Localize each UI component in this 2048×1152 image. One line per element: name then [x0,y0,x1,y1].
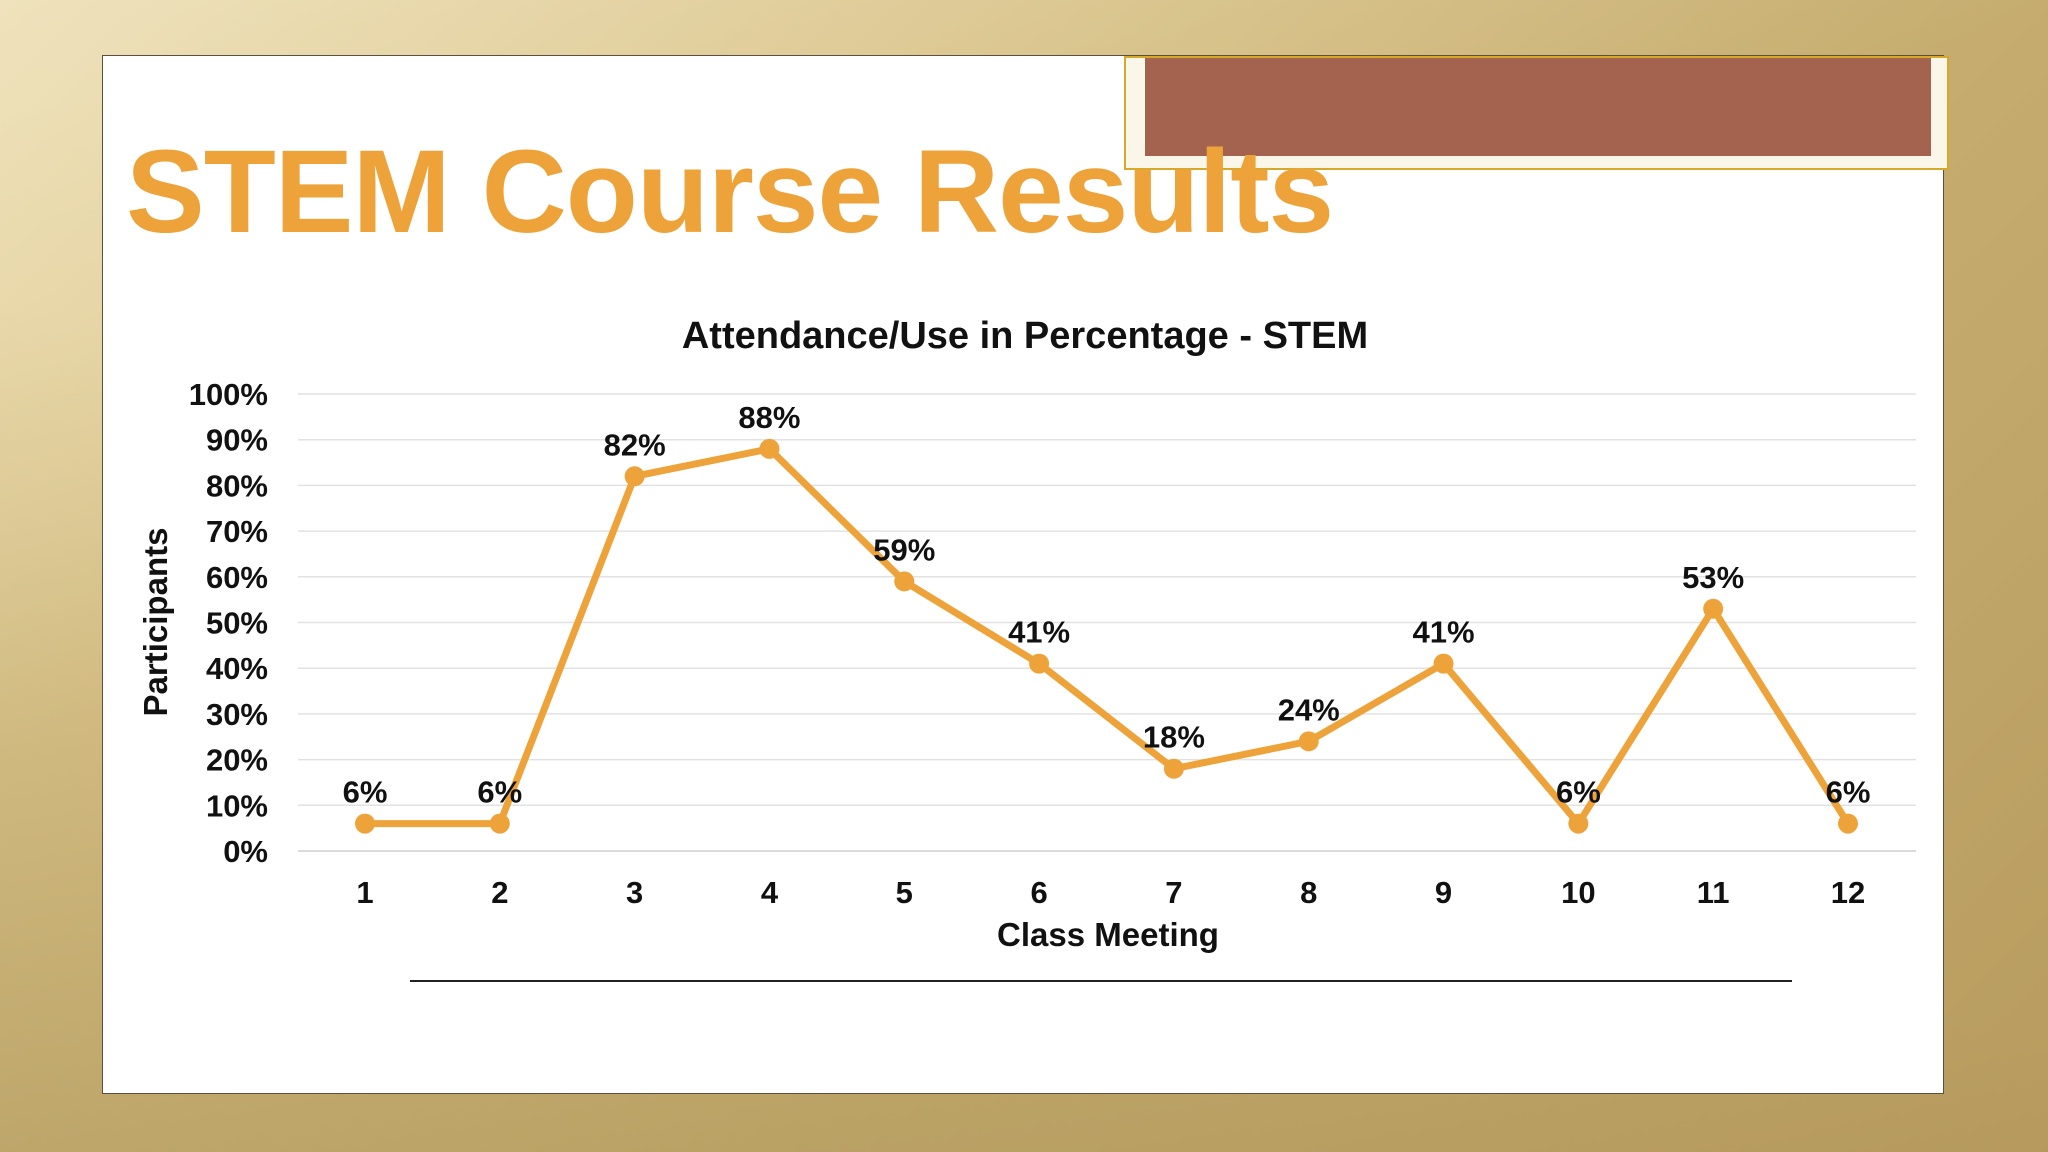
y-tick-label: 90% [206,423,268,458]
x-axis-label: Class Meeting [997,916,1219,953]
y-tick-label: 100% [189,377,268,412]
slide-title: STEM Course Results [126,126,1334,258]
y-tick-label: 20% [206,743,268,778]
x-tick-label: 3 [626,875,643,910]
x-tick-label: 1 [356,875,373,910]
x-tick-label: 9 [1435,875,1452,910]
data-point [894,571,915,592]
data-point [489,813,510,834]
data-point [1433,653,1454,674]
data-point [1568,813,1589,834]
series-line-group [361,445,1852,828]
data-point [1298,731,1319,752]
y-tick-label: 40% [206,651,268,686]
x-tick-label: 11 [1697,875,1730,910]
title-accent-frame [1124,56,1949,170]
chart-title: Attendance/Use in Percentage - STEM [681,315,1369,357]
x-tick-label: 10 [1561,875,1595,910]
data-label: 41% [1008,615,1070,650]
x-tick-label: 6 [1030,875,1047,910]
y-tick-label: 70% [206,514,268,549]
y-tick-label: 50% [206,606,268,641]
data-label: 18% [1143,720,1205,755]
data-label: 6% [343,775,388,810]
data-label: 6% [477,775,522,810]
y-tick-label: 80% [206,468,268,503]
data-point [1029,653,1050,674]
slide-panel [102,55,1949,1094]
data-label: 88% [738,400,800,435]
data-labels: 6% 6% 82% 88% 59% 41% 18% 24% 41% 6% 53% 6% [343,400,1871,810]
y-tick-label: 30% [206,697,268,732]
data-point [355,813,375,834]
data-label: 24% [1278,692,1340,727]
y-tick-label: 0% [223,834,268,869]
x-tick-label: 8 [1300,875,1317,910]
data-label: 41% [1413,615,1475,650]
data-label: 59% [873,532,935,567]
x-tick-label: 12 [1831,875,1865,910]
data-points [355,438,1858,834]
data-point [759,438,780,459]
data-label: 6% [1556,775,1601,810]
title-accent-block [1145,58,1931,156]
data-point [1163,758,1184,779]
data-label: 6% [1826,775,1871,810]
data-point [624,466,645,487]
data-label: 82% [604,427,666,462]
y-tick-label: 60% [206,560,268,595]
x-tick-label: 4 [761,875,779,910]
data-label: 53% [1682,560,1744,595]
x-tick-label: 7 [1165,875,1182,910]
data-point [1838,813,1858,834]
x-tick-label: 5 [896,875,913,910]
y-tick-labels: 0% 10% 20% 30% 40% 50% 60% 70% 80% 90% 100% [189,377,268,869]
bottom-rule [410,980,1792,982]
series-line [361,445,1852,828]
gridlines [298,393,1916,852]
x-tick-labels: 1 2 3 4 5 6 7 8 9 10 11 12 [356,875,1865,910]
y-tick-label: 10% [206,788,268,823]
data-point [1703,598,1724,619]
x-tick-label: 2 [491,875,508,910]
